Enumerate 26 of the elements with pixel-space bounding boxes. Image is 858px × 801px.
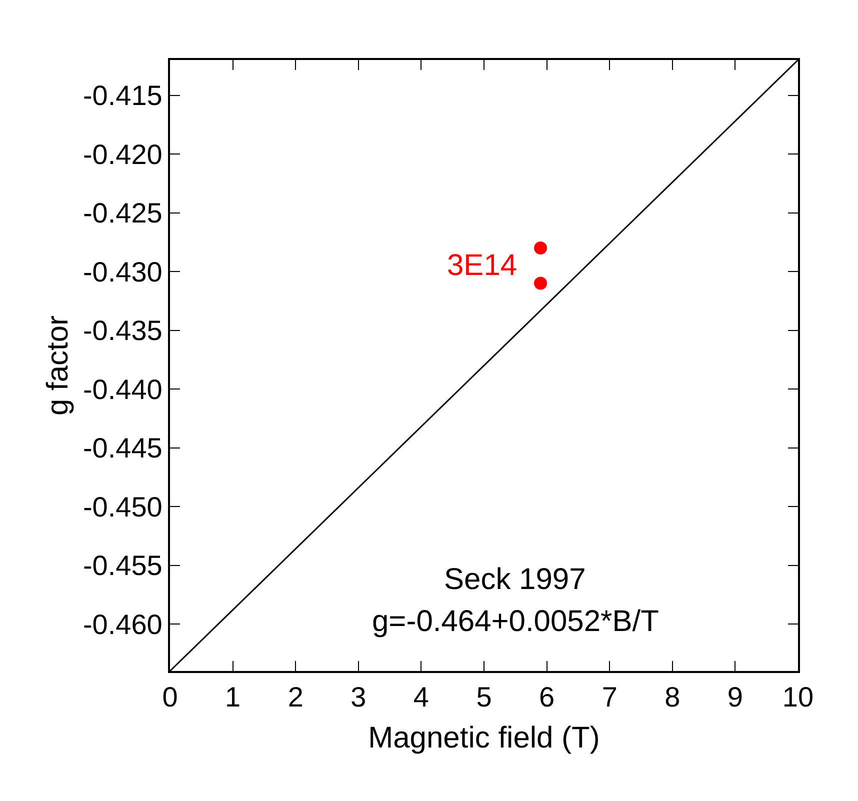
x-tick-label: 8	[664, 682, 680, 713]
x-tick-label: 3	[350, 682, 366, 713]
y-tick-label: -0.460	[82, 608, 162, 640]
x-axis-title: Magnetic field (T)	[368, 722, 600, 755]
x-tick-label: 5	[476, 682, 492, 713]
y-tick-label: -0.450	[82, 491, 162, 522]
y-tick-label: -0.445	[82, 432, 162, 464]
y-tick-label: -0.440	[82, 374, 162, 405]
annotation: Seck 1997	[444, 563, 586, 596]
y-tick-label: -0.425	[82, 198, 162, 229]
x-tick-label: 4	[413, 682, 429, 713]
y-tick-label: -0.420	[82, 138, 162, 170]
x-tick-label: 6	[539, 682, 555, 713]
y-axis-title: g factor	[41, 315, 74, 416]
x-tick-label: 1	[225, 682, 241, 713]
x-tick-label: 2	[288, 682, 304, 713]
x-tick-label: 7	[602, 682, 618, 713]
x-tick-label: 0	[162, 682, 178, 713]
y-tick-label: -0.435	[82, 315, 162, 346]
y-tick-label: -0.415	[82, 80, 162, 112]
x-tick-label: 9	[727, 682, 743, 713]
y-tick-label: -0.455	[82, 550, 162, 582]
y-tick-label: -0.430	[82, 256, 162, 288]
series-label: 3E14	[447, 249, 518, 282]
annotation: g=-0.464+0.0052*B/T	[372, 605, 659, 638]
x-tick-label: 10	[782, 682, 814, 713]
